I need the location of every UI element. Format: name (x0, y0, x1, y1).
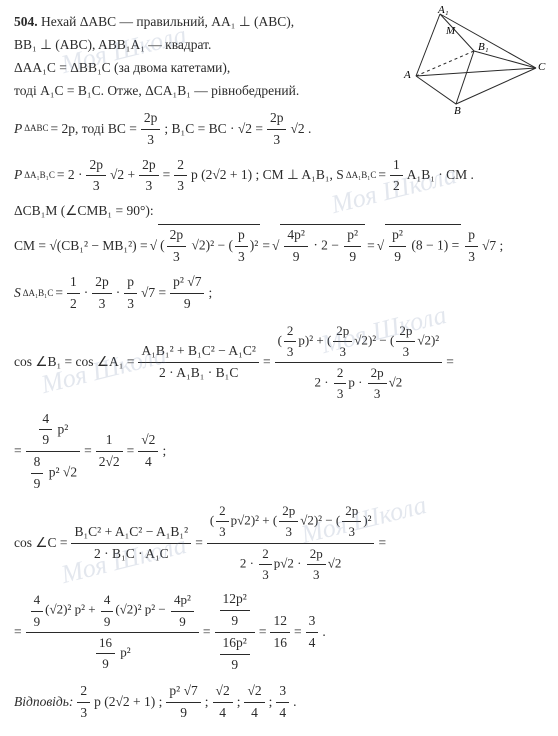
perimeter-a1b1c: PΔA₁B₁C = 2 · 2p3 √2 + 2p3 = 23 p (2√2 +… (14, 155, 544, 198)
label-A: A (403, 69, 411, 81)
answer: Відповідь: 23 p (2√2 + 1) ; p² √79 ; √24… (14, 681, 544, 724)
label-C: C (538, 61, 546, 73)
figure: A₁ M B₁ A B C (396, 6, 546, 133)
problem-number: 504. (14, 14, 38, 29)
cm-calc: CM = √(CB₁² − MB₁²) = (2p3 √2)² − (p3)² … (14, 224, 544, 268)
cos-b1-cont: = 49 p² 89 p² √2 = 12√2 = √24 ; (14, 409, 544, 496)
label-A1: A₁ (437, 6, 449, 16)
label-B: B (454, 105, 461, 117)
label-B1: B₁ (478, 41, 489, 53)
cos-c: cos ∠C = B₁C² + A₁C² − A₁B₁² 2 · B₁C · A… (14, 501, 544, 585)
cos-b1: cos ∠B₁ = cos ∠A₁ = A₁B₁² + B₁C² − A₁C² … (14, 321, 544, 405)
area-a1b1c: SΔA₁B₁C = 12 · 2p3 · p3 √7 = p² √79 ; (14, 272, 544, 315)
label-M: M (445, 25, 456, 37)
cos-c-cont: = 49(√2)² p² + 49(√2)² p² − 4p²9 169 p² … (14, 589, 544, 676)
triangle-cb1m: ΔCB₁M (∠CMB₁ = 90°): (14, 201, 544, 222)
intro-1: Нехай ΔABC — правильний, AA₁ ⊥ (ABC), (41, 14, 294, 29)
